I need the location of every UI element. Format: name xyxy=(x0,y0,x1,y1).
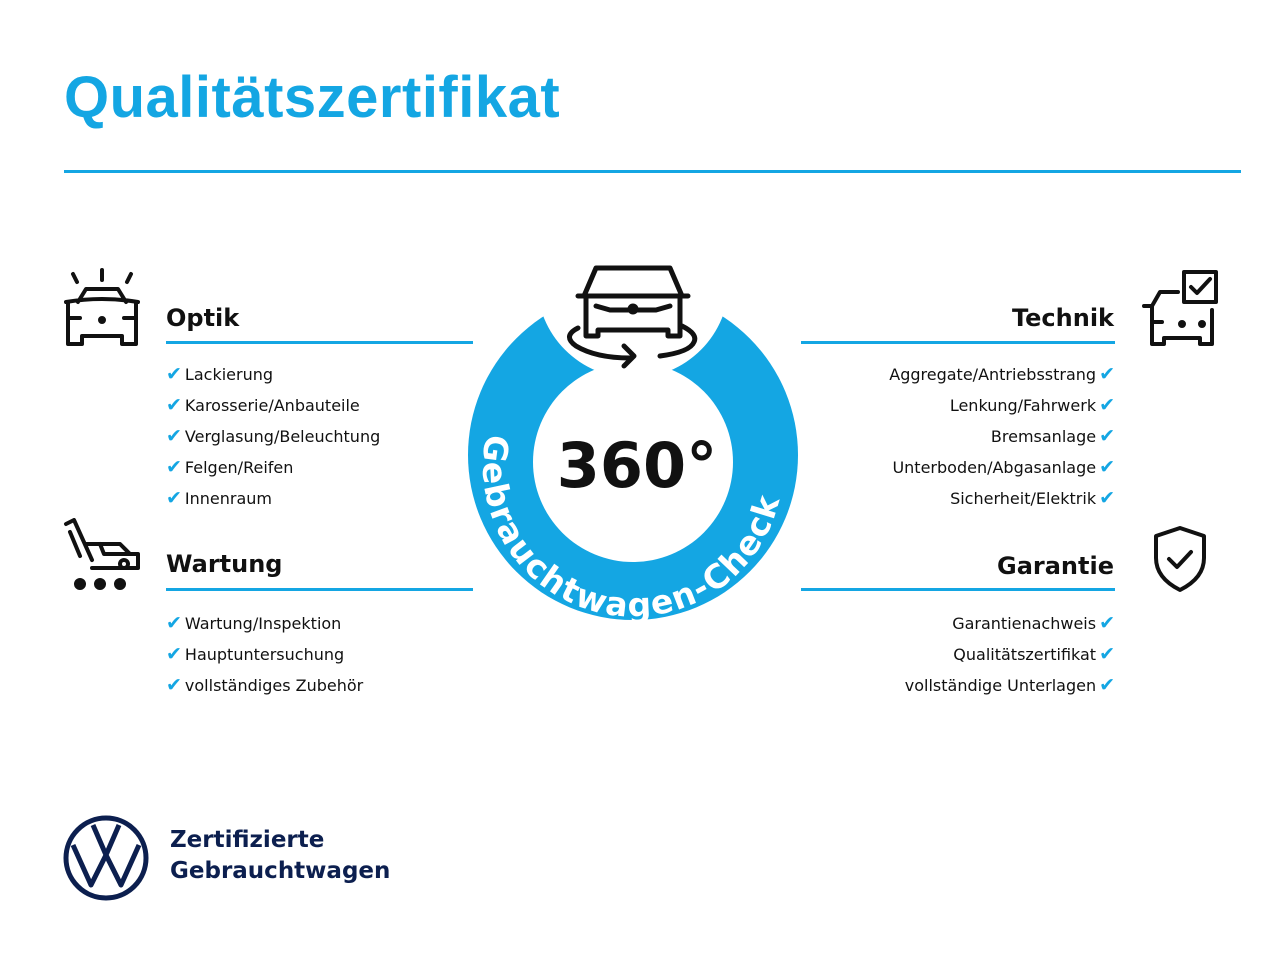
check-icon: ✔ xyxy=(1099,643,1115,665)
list-item: vollständige Unterlagen ✔ xyxy=(904,674,1115,696)
check-icon: ✔ xyxy=(1099,456,1115,478)
car-lights-icon xyxy=(64,268,140,346)
vw-logo xyxy=(63,815,149,901)
shield-check-icon xyxy=(1154,526,1206,592)
badge-inner xyxy=(533,362,733,562)
optik-divider xyxy=(166,341,473,344)
garantie-divider xyxy=(801,588,1115,591)
check-icon: ✔ xyxy=(166,456,182,478)
check-icon: ✔ xyxy=(166,487,182,509)
garantie-list: Garantienachweis ✔ Qualitätszertifikat ✔ v… xyxy=(905,608,1115,701)
list-item: ✔ vollständiges Zubehör xyxy=(166,674,364,696)
check-icon: ✔ xyxy=(166,425,182,447)
list-item: ✔ Karosserie/Anbauteile xyxy=(166,394,360,416)
list-item: Aggregate/Antriebsstrang ✔ xyxy=(889,363,1115,385)
brand-line-2: Gebrauchtwagen xyxy=(170,858,391,884)
car-checkbox-icon xyxy=(1142,270,1218,346)
brand-text: Zertifizierte Gebrauchtwagen xyxy=(170,825,390,887)
service-trolley-icon xyxy=(64,518,140,590)
check-icon: ✔ xyxy=(1099,425,1115,447)
check-icon: ✔ xyxy=(166,363,182,385)
list-item: Qualitätszertifikat ✔ xyxy=(953,643,1115,665)
check-icon: ✔ xyxy=(166,674,182,696)
check-icon: ✔ xyxy=(166,612,182,634)
list-item: Sicherheit/Elektrik ✔ xyxy=(950,487,1115,509)
check-icon: ✔ xyxy=(166,394,182,416)
list-item: ✔ Verglasung/Beleuchtung xyxy=(166,425,381,447)
center-number: 360° xyxy=(557,429,717,502)
list-item: ✔ Hauptuntersuchung xyxy=(166,643,345,665)
badge-notch xyxy=(537,186,729,378)
brand-line-1: Zertifizierte xyxy=(170,827,325,853)
list-item: Unterboden/Abgasanlage ✔ xyxy=(892,456,1115,478)
check-icon: ✔ xyxy=(1099,612,1115,634)
wartung-divider xyxy=(166,588,473,591)
technik-divider xyxy=(801,341,1115,344)
technik-list: Aggregate/Antriebsstrang ✔ Lenkung/Fahrwe… xyxy=(889,359,1115,514)
list-item: Lenkung/Fahrwerk ✔ xyxy=(949,394,1115,416)
list-item: ✔ Felgen/Reifen xyxy=(166,456,294,478)
wartung-list: ✔ Wartung/Inspektion ✔ Hauptuntersuchung ✔… xyxy=(166,608,363,701)
title-divider xyxy=(64,170,1241,173)
section-title-garantie: Garantie xyxy=(997,552,1114,580)
check-icon: ✔ xyxy=(1099,394,1115,416)
check-icon: ✔ xyxy=(1099,674,1115,696)
list-item: Garantienachweis ✔ xyxy=(952,612,1115,634)
check-icon: ✔ xyxy=(166,643,182,665)
section-title-technik: Technik xyxy=(1011,304,1114,332)
section-title-wartung: Wartung xyxy=(166,550,283,578)
optik-list: ✔ Lackierung ✔ Karosserie/Anbauteile ✔ Verg… xyxy=(166,359,380,514)
list-item: ✔ Lackierung xyxy=(166,363,274,385)
page-title: Qualitätszertifikat xyxy=(64,65,561,130)
list-item: ✔ Innenraum xyxy=(166,487,273,509)
section-title-optik: Optik xyxy=(166,304,240,332)
check-icon: ✔ xyxy=(1099,487,1115,509)
car-rotate-icon xyxy=(567,265,698,369)
check-icon: ✔ xyxy=(1099,363,1115,385)
list-item: Bremsanlage ✔ xyxy=(990,425,1115,447)
list-item: ✔ Wartung/Inspektion xyxy=(166,612,342,634)
